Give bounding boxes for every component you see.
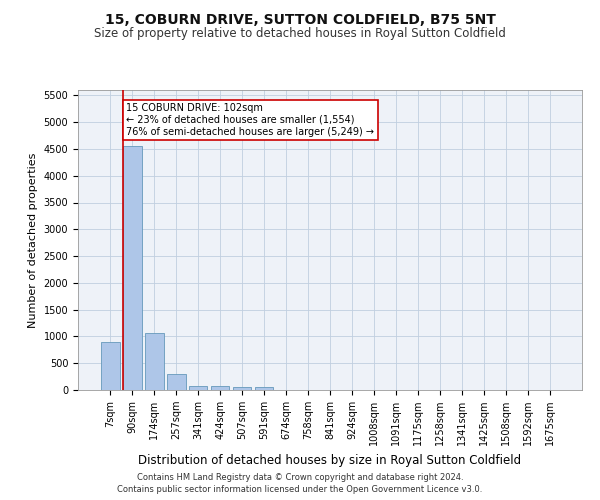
Bar [211, 386, 229, 390]
Text: Size of property relative to detached houses in Royal Sutton Coldfield: Size of property relative to detached ho… [94, 28, 506, 40]
Y-axis label: Number of detached properties: Number of detached properties [28, 152, 38, 328]
Bar [233, 387, 251, 390]
Bar [189, 386, 208, 390]
Bar [167, 374, 185, 390]
Bar [255, 387, 274, 390]
X-axis label: Distribution of detached houses by size in Royal Sutton Coldfield: Distribution of detached houses by size … [139, 454, 521, 466]
Text: 15, COBURN DRIVE, SUTTON COLDFIELD, B75 5NT: 15, COBURN DRIVE, SUTTON COLDFIELD, B75 … [104, 12, 496, 26]
Bar [101, 342, 119, 390]
Text: Contains HM Land Registry data © Crown copyright and database right 2024.: Contains HM Land Registry data © Crown c… [137, 472, 463, 482]
Bar [123, 146, 142, 390]
Bar [145, 333, 164, 390]
Text: 15 COBURN DRIVE: 102sqm
← 23% of detached houses are smaller (1,554)
76% of semi: 15 COBURN DRIVE: 102sqm ← 23% of detache… [126, 104, 374, 136]
Text: Contains public sector information licensed under the Open Government Licence v3: Contains public sector information licen… [118, 485, 482, 494]
